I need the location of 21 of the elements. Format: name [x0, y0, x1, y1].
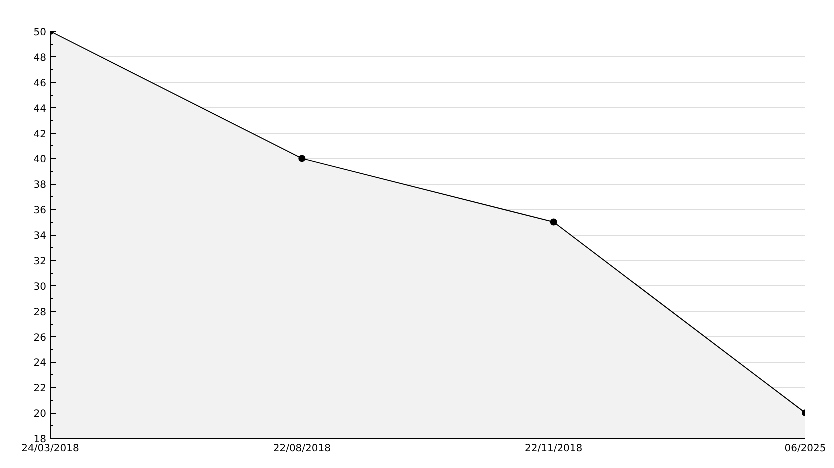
y-tick-label: 26: [34, 332, 47, 344]
y-tick-label: 34: [34, 231, 47, 242]
y-tick-label: 32: [34, 256, 47, 268]
x-tick-label: 22/11/2018: [525, 444, 583, 454]
y-tick-label: 22: [34, 384, 47, 395]
x-tick-label: 22/08/2018: [273, 444, 331, 454]
y-tick-label: 30: [34, 282, 47, 293]
y-tick-label: 36: [34, 206, 47, 217]
y-tick-label: 50: [34, 28, 47, 38]
y-tick-label: 44: [34, 104, 47, 115]
y-tick-label: 40: [34, 154, 47, 166]
y-tick-label: 42: [34, 129, 47, 140]
y-tick-label: 24: [34, 358, 47, 370]
y-tick-label: 18: [34, 434, 47, 446]
y-tick-label: 46: [34, 78, 47, 90]
y-tick-label: 28: [34, 307, 47, 318]
y-tick-label: 48: [34, 52, 47, 64]
x-tick-label: 24/03/2018: [22, 444, 80, 454]
x-tick-label: 06/2025: [784, 444, 826, 454]
y-tick-label: 20: [34, 409, 47, 420]
y-tick-label: 38: [34, 180, 47, 192]
